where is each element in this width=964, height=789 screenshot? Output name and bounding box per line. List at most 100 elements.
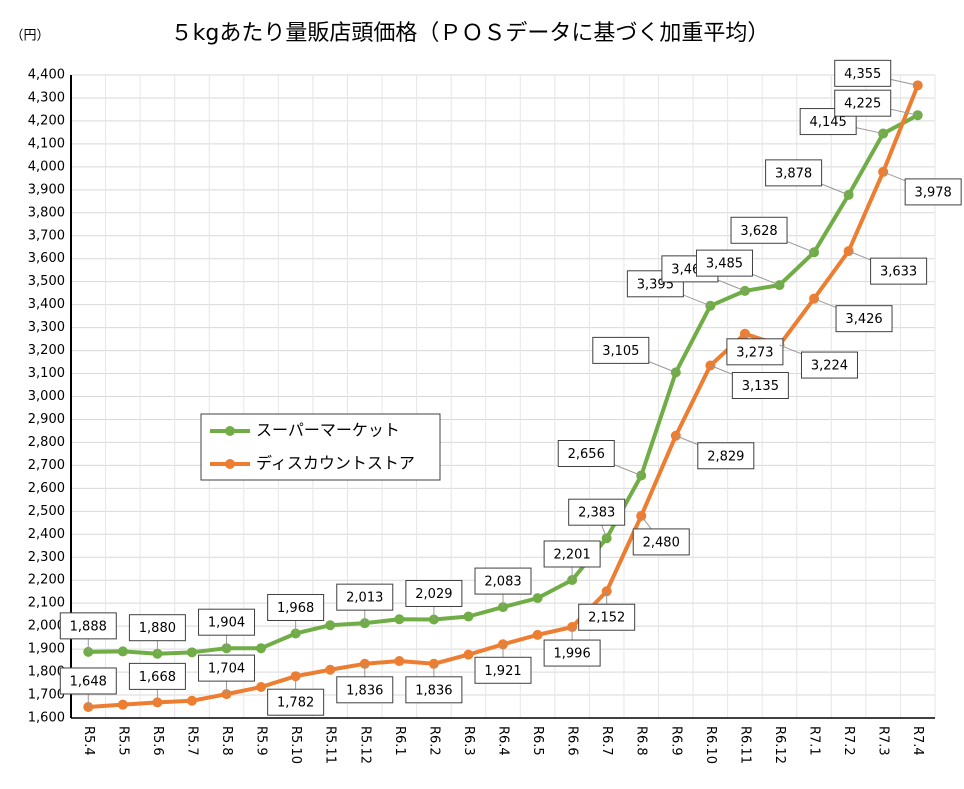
x-tick-label: R6.8 <box>634 726 649 756</box>
point <box>463 611 474 622</box>
y-tick-label: 4,200 <box>28 113 65 128</box>
data-label: 1,888 <box>70 619 107 634</box>
y-tick-label: 3,300 <box>28 320 65 335</box>
label-box <box>405 579 463 607</box>
label-box <box>834 59 892 87</box>
data-label: 1,996 <box>554 647 591 662</box>
point <box>117 646 128 657</box>
y-tick-label: 1,700 <box>28 688 65 703</box>
label-box <box>267 593 325 621</box>
x-tick-label: R7.3 <box>876 726 891 756</box>
x-tick-label: R6.11 <box>737 726 752 764</box>
label-box <box>543 540 601 568</box>
data-label: 2,201 <box>554 547 591 562</box>
label-box <box>870 257 928 285</box>
label-box <box>765 159 823 187</box>
label-box <box>543 639 601 667</box>
point <box>325 664 336 675</box>
y-tick-label: 4,300 <box>28 90 65 105</box>
x-tick-label: R7.4 <box>910 726 925 756</box>
y-tick-label: 2,400 <box>28 527 65 542</box>
data-label: 2,029 <box>415 587 452 602</box>
x-tick-label: R6.2 <box>426 726 441 756</box>
data-label: 2,013 <box>346 591 383 606</box>
point <box>186 647 197 658</box>
x-tick-label: R7.1 <box>807 726 822 756</box>
y-tick-label: 2,800 <box>28 435 65 450</box>
label-box <box>592 336 650 364</box>
label-box <box>835 305 893 333</box>
data-label: 4,225 <box>844 97 881 112</box>
data-label: 3,485 <box>706 257 743 272</box>
label-box <box>578 603 636 631</box>
data-label: 1,904 <box>208 616 245 631</box>
label-box <box>800 351 858 379</box>
legend-box <box>200 413 441 481</box>
label-box <box>474 656 532 684</box>
data-label: 3,135 <box>742 379 779 394</box>
label-box <box>405 676 463 704</box>
data-label: 2,083 <box>484 575 521 590</box>
y-tick-label: 3,400 <box>28 297 65 312</box>
data-label: 4,145 <box>810 115 847 130</box>
label-box <box>336 583 394 611</box>
legend-marker <box>225 459 235 469</box>
label-box <box>568 498 626 526</box>
point <box>394 656 405 667</box>
data-label: 3,224 <box>811 359 848 374</box>
data-label: 3,633 <box>880 265 917 280</box>
y-tick-label: 2,200 <box>28 573 65 588</box>
point <box>325 620 336 631</box>
x-tick-label: R6.10 <box>703 726 718 764</box>
label-box <box>128 662 186 690</box>
data-label: 3,628 <box>740 224 777 239</box>
y-tick-label: 2,700 <box>28 458 65 473</box>
data-label: 3,105 <box>602 344 639 359</box>
point <box>117 699 128 710</box>
x-tick-label: R5.11 <box>323 726 338 764</box>
data-label: 1,836 <box>346 683 383 698</box>
y-tick-label: 2,100 <box>28 596 65 611</box>
data-label: 3,426 <box>845 312 882 327</box>
legend-label: スーパーマーケット <box>256 421 400 440</box>
y-tick-label: 2,000 <box>28 619 65 634</box>
label-box <box>128 614 186 642</box>
y-tick-label: 3,700 <box>28 228 65 243</box>
point <box>463 649 474 660</box>
x-tick-label: R5.9 <box>254 726 269 756</box>
legend-marker <box>225 426 235 436</box>
data-label: 2,152 <box>588 611 625 626</box>
label-box <box>474 567 532 595</box>
y-tick-label: 3,000 <box>28 389 65 404</box>
label-box <box>726 338 784 366</box>
data-label: 2,480 <box>643 535 680 550</box>
x-tick-label: R5.10 <box>288 726 303 764</box>
chart-title: ５kgあたり量販店頭価格（ＰＯＳデータに基づく加重平均） <box>171 21 770 46</box>
x-tick-label: R5.8 <box>219 726 234 756</box>
x-tick-label: R5.6 <box>150 726 165 756</box>
x-tick-label: R6.1 <box>392 726 407 756</box>
label-box <box>59 612 117 640</box>
point <box>532 629 543 640</box>
label-box <box>695 249 753 277</box>
x-tick-label: R5.12 <box>357 726 372 764</box>
y-tick-label: 4,100 <box>28 136 65 151</box>
data-label: 1,648 <box>70 674 107 689</box>
label-box <box>267 688 325 716</box>
data-label: 2,383 <box>578 506 615 521</box>
data-label: 2,829 <box>707 449 744 464</box>
data-label: 1,880 <box>139 621 176 636</box>
x-tick-label: R6.5 <box>530 726 545 756</box>
label-box <box>336 676 394 704</box>
y-tick-label: 3,500 <box>28 274 65 289</box>
y-tick-label: 1,600 <box>28 711 65 726</box>
point <box>532 593 543 604</box>
y-tick-label: 3,800 <box>28 205 65 220</box>
label-box <box>198 654 256 682</box>
data-label: 1,782 <box>277 696 314 711</box>
y-tick-label: 3,200 <box>28 343 65 358</box>
y-tick-label: 3,900 <box>28 182 65 197</box>
label-box <box>904 178 962 206</box>
y-tick-label: 2,600 <box>28 481 65 496</box>
